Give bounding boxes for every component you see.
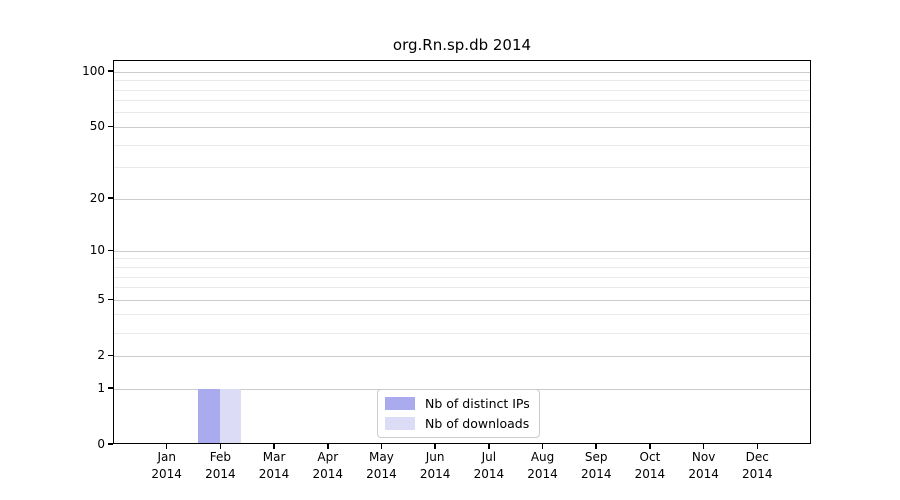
x-tick-month: Sep bbox=[584, 450, 608, 464]
x-tick-year: 2014 bbox=[151, 467, 182, 481]
x-tick-label: Nov 2014 bbox=[672, 449, 736, 483]
x-tick-month: Dec bbox=[745, 450, 769, 464]
x-tick-year: 2014 bbox=[634, 467, 666, 481]
x-tick-label: Apr 2014 bbox=[296, 449, 360, 483]
x-tick bbox=[488, 444, 490, 449]
legend-entry-downloads: Nb of downloads bbox=[385, 416, 530, 431]
chart-title: org.Rn.sp.db 2014 bbox=[392, 36, 532, 54]
x-tick-month: May bbox=[369, 450, 394, 464]
minor-gridline bbox=[114, 314, 810, 316]
minor-gridline bbox=[114, 267, 810, 268]
x-tick bbox=[649, 444, 651, 449]
x-tick-label: Oct 2014 bbox=[618, 449, 682, 483]
y-tick bbox=[108, 298, 113, 300]
x-tick bbox=[327, 444, 329, 449]
bar-downloads bbox=[219, 389, 242, 444]
y-tick bbox=[108, 387, 113, 389]
legend-swatch-downloads bbox=[385, 417, 415, 430]
plot-area: Nb of distinct IPs Nb of downloads bbox=[113, 60, 811, 444]
x-tick-month: Oct bbox=[639, 450, 661, 464]
x-tick-year: 2014 bbox=[258, 467, 290, 481]
x-tick-month: Jan bbox=[157, 450, 176, 464]
y-tick-label: 1 bbox=[97, 380, 105, 395]
y-tick-label: 100 bbox=[82, 63, 105, 78]
x-tick-label: Feb 2014 bbox=[188, 449, 252, 483]
x-tick-label: Mar 2014 bbox=[242, 449, 306, 483]
x-tick bbox=[702, 444, 705, 449]
x-tick-label: Sep 2014 bbox=[564, 449, 628, 483]
x-tick-label: Jul 2014 bbox=[457, 449, 521, 483]
minor-gridline bbox=[114, 258, 810, 260]
x-tick-year: 2014 bbox=[527, 467, 558, 481]
y-tick bbox=[108, 354, 113, 356]
x-tick-label: May 2014 bbox=[349, 449, 413, 483]
x-tick-month: Jun bbox=[425, 450, 445, 464]
x-tick bbox=[273, 444, 275, 449]
minor-gridline bbox=[114, 167, 810, 169]
minor-gridline bbox=[114, 287, 810, 289]
major-gridline bbox=[114, 299, 810, 301]
minor-gridline bbox=[114, 100, 810, 102]
minor-gridline bbox=[114, 276, 810, 278]
major-gridline bbox=[114, 250, 810, 252]
x-tick-label: Jun 2014 bbox=[403, 449, 467, 483]
x-tick bbox=[434, 444, 436, 449]
x-tick bbox=[595, 444, 597, 449]
x-tick-year: 2014 bbox=[366, 467, 397, 481]
x-tick bbox=[380, 444, 383, 449]
x-tick-year: 2014 bbox=[312, 467, 344, 481]
legend: Nb of distinct IPs Nb of downloads bbox=[377, 389, 540, 438]
y-tick-label: 5 bbox=[97, 291, 105, 306]
y-tick bbox=[108, 197, 113, 199]
x-tick-label: Dec 2014 bbox=[725, 449, 789, 483]
legend-entry-distinct-ips: Nb of distinct IPs bbox=[385, 396, 530, 411]
x-tick-month: Aug bbox=[530, 450, 555, 464]
y-tick-label: 20 bbox=[89, 190, 105, 205]
minor-gridline bbox=[114, 80, 810, 82]
y-tick-label: 2 bbox=[97, 347, 105, 362]
legend-swatch-distinct-ips bbox=[385, 397, 415, 410]
x-tick bbox=[756, 444, 759, 449]
minor-gridline bbox=[114, 332, 810, 334]
y-tick bbox=[108, 249, 113, 252]
x-tick-year: 2014 bbox=[419, 467, 451, 481]
x-tick-label: Aug 2014 bbox=[511, 449, 575, 483]
x-tick-year: 2014 bbox=[688, 467, 719, 481]
minor-gridline bbox=[114, 112, 810, 114]
x-tick bbox=[219, 444, 222, 449]
x-tick-month: Jul bbox=[481, 450, 497, 464]
bar-distinct-ips bbox=[198, 389, 220, 444]
x-tick-year: 2014 bbox=[205, 467, 236, 481]
y-tick-label: 0 bbox=[97, 436, 105, 451]
x-tick-year: 2014 bbox=[473, 467, 505, 481]
y-tick-label: 50 bbox=[89, 118, 105, 133]
y-tick bbox=[108, 125, 113, 128]
legend-label-downloads: Nb of downloads bbox=[425, 416, 530, 431]
y-tick bbox=[108, 443, 113, 445]
y-tick-label: 10 bbox=[89, 242, 105, 257]
x-tick bbox=[541, 444, 544, 449]
y-tick bbox=[108, 70, 113, 72]
major-gridline bbox=[114, 126, 810, 128]
x-tick-year: 2014 bbox=[580, 467, 612, 481]
x-tick bbox=[165, 444, 168, 449]
x-tick-month: Nov bbox=[691, 450, 716, 464]
x-tick-year: 2014 bbox=[742, 467, 773, 481]
x-tick-label: Jan 2014 bbox=[135, 449, 199, 483]
x-tick-month: Mar bbox=[262, 450, 286, 464]
legend-label-distinct-ips: Nb of distinct IPs bbox=[425, 396, 530, 411]
minor-gridline bbox=[114, 144, 810, 146]
major-gridline bbox=[114, 355, 810, 357]
x-tick-month: Apr bbox=[317, 450, 339, 464]
major-gridline bbox=[114, 198, 810, 200]
minor-gridline bbox=[114, 89, 810, 91]
major-gridline bbox=[114, 71, 810, 73]
x-tick-month: Feb bbox=[209, 450, 231, 464]
